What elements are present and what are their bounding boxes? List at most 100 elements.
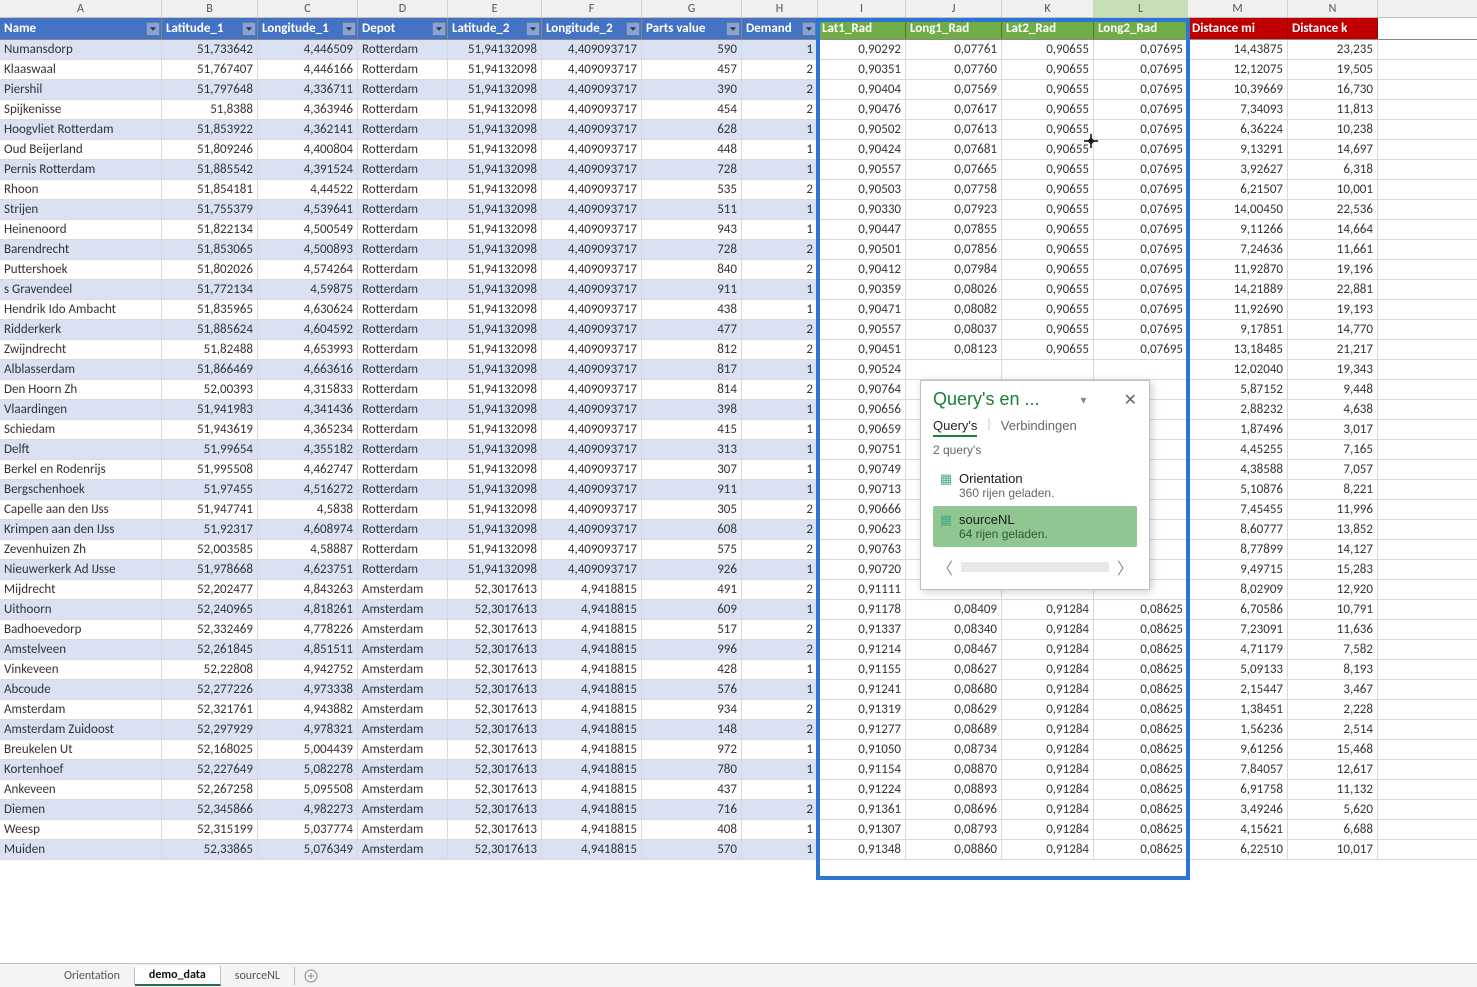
- cell[interactable]: 0,07695: [1094, 340, 1188, 359]
- cell[interactable]: Amsterdam: [358, 840, 448, 859]
- cell[interactable]: 457: [642, 60, 742, 79]
- table-row[interactable]: Abcoude52,2772264,973338Amsterdam52,3017…: [0, 680, 1477, 700]
- cell[interactable]: 9,49715: [1188, 560, 1288, 579]
- cell[interactable]: 0,07695: [1094, 120, 1188, 139]
- cell[interactable]: Schiedam: [0, 420, 162, 439]
- cell[interactable]: 0,07695: [1094, 220, 1188, 239]
- cell[interactable]: 51,94132098: [448, 560, 542, 579]
- cell[interactable]: 52,3017613: [448, 700, 542, 719]
- cell[interactable]: 51,853065: [162, 240, 258, 259]
- cell[interactable]: Strijen: [0, 200, 162, 219]
- col-letter-J[interactable]: J: [906, 0, 1002, 17]
- cell[interactable]: 4,9418815: [542, 800, 642, 819]
- cell[interactable]: 817: [642, 360, 742, 379]
- cell[interactable]: 491: [642, 580, 742, 599]
- cell[interactable]: 11,996: [1288, 500, 1378, 519]
- cell[interactable]: 51,866469: [162, 360, 258, 379]
- cell[interactable]: Rotterdam: [358, 220, 448, 239]
- cell[interactable]: Amsterdam: [358, 760, 448, 779]
- cell[interactable]: 4,409093717: [542, 160, 642, 179]
- cell[interactable]: 728: [642, 160, 742, 179]
- cell[interactable]: Rhoon: [0, 180, 162, 199]
- cell[interactable]: 51,941983: [162, 400, 258, 419]
- cell[interactable]: 840: [642, 260, 742, 279]
- cell[interactable]: 0,07855: [906, 220, 1002, 239]
- cell[interactable]: 0,07761: [906, 40, 1002, 59]
- cell[interactable]: 0,08625: [1094, 800, 1188, 819]
- cell[interactable]: 0,90655: [1002, 300, 1094, 319]
- cell[interactable]: 10,017: [1288, 840, 1378, 859]
- cell[interactable]: 0,91284: [1002, 720, 1094, 739]
- cell[interactable]: 0,90404: [818, 80, 906, 99]
- cell[interactable]: 52,315199: [162, 820, 258, 839]
- cell[interactable]: 5,87152: [1188, 380, 1288, 399]
- cell[interactable]: Amsterdam: [358, 820, 448, 839]
- cell[interactable]: 52,3017613: [448, 660, 542, 679]
- cell[interactable]: 0,91319: [818, 700, 906, 719]
- cell[interactable]: 1,56236: [1188, 720, 1288, 739]
- cell[interactable]: Rotterdam: [358, 500, 448, 519]
- cell[interactable]: 1: [742, 680, 818, 699]
- cell[interactable]: 0,07695: [1094, 200, 1188, 219]
- cell[interactable]: 0,91154: [818, 760, 906, 779]
- cell[interactable]: 4,409093717: [542, 400, 642, 419]
- cell[interactable]: 0,91155: [818, 660, 906, 679]
- cell[interactable]: 1: [742, 560, 818, 579]
- col-letter-E[interactable]: E: [448, 0, 542, 17]
- cell[interactable]: 51,947741: [162, 500, 258, 519]
- cell[interactable]: Amsterdam: [358, 680, 448, 699]
- cell[interactable]: 4,409093717: [542, 40, 642, 59]
- cell[interactable]: 0,08625: [1094, 820, 1188, 839]
- cell[interactable]: Amsterdam: [358, 720, 448, 739]
- cell[interactable]: 4,409093717: [542, 220, 642, 239]
- table-row[interactable]: s Gravendeel51,7721344,59875Rotterdam51,…: [0, 280, 1477, 300]
- table-row[interactable]: Ankeveen52,2672585,095508Amsterdam52,301…: [0, 780, 1477, 800]
- cell[interactable]: 438: [642, 300, 742, 319]
- cell[interactable]: 0,90655: [1002, 40, 1094, 59]
- cell[interactable]: 0,08625: [1094, 720, 1188, 739]
- cell[interactable]: 609: [642, 600, 742, 619]
- cell[interactable]: 0,07695: [1094, 60, 1188, 79]
- cell[interactable]: 51,94132098: [448, 180, 542, 199]
- cell[interactable]: 4,9418815: [542, 740, 642, 759]
- cell[interactable]: 0,08082: [906, 300, 1002, 319]
- cell[interactable]: 21,217: [1288, 340, 1378, 359]
- cell[interactable]: 0,90524: [818, 360, 906, 379]
- cell[interactable]: 1: [742, 840, 818, 859]
- close-icon[interactable]: ✕: [1124, 390, 1137, 410]
- filter-icon[interactable]: [802, 22, 816, 36]
- filter-icon[interactable]: [242, 22, 256, 36]
- cell[interactable]: 11,92690: [1188, 300, 1288, 319]
- cell[interactable]: 4,365234: [258, 420, 358, 439]
- col-letter-I[interactable]: I: [818, 0, 906, 17]
- table-row[interactable]: Hoogvliet Rotterdam51,8539224,362141Rott…: [0, 120, 1477, 140]
- cell[interactable]: 2,15447: [1188, 680, 1288, 699]
- cell[interactable]: Ridderkerk: [0, 320, 162, 339]
- cell[interactable]: 2: [742, 100, 818, 119]
- cell[interactable]: Amsterdam: [358, 740, 448, 759]
- cell[interactable]: 52,3017613: [448, 680, 542, 699]
- cell[interactable]: 4,9418815: [542, 600, 642, 619]
- cell[interactable]: 13,18485: [1188, 340, 1288, 359]
- cell[interactable]: 51,94132098: [448, 60, 542, 79]
- filter-icon[interactable]: [342, 22, 356, 36]
- cell[interactable]: 4,409093717: [542, 240, 642, 259]
- cell[interactable]: 2: [742, 720, 818, 739]
- cell[interactable]: 0,91284: [1002, 660, 1094, 679]
- cell[interactable]: Rotterdam: [358, 520, 448, 539]
- nav-track[interactable]: [961, 562, 1109, 572]
- cell[interactable]: 12,12075: [1188, 60, 1288, 79]
- cell[interactable]: 4,574264: [258, 260, 358, 279]
- cell[interactable]: 1: [742, 140, 818, 159]
- cell[interactable]: 4,409093717: [542, 480, 642, 499]
- cell[interactable]: 4,9418815: [542, 580, 642, 599]
- cell[interactable]: 10,791: [1288, 600, 1378, 619]
- cell[interactable]: 19,343: [1288, 360, 1378, 379]
- cell[interactable]: 0,91307: [818, 820, 906, 839]
- cell[interactable]: 0,07695: [1094, 100, 1188, 119]
- cell[interactable]: Rotterdam: [358, 120, 448, 139]
- cell[interactable]: 4,15621: [1188, 820, 1288, 839]
- cell[interactable]: 511: [642, 200, 742, 219]
- cell[interactable]: 415: [642, 420, 742, 439]
- cell[interactable]: Amsterdam: [358, 800, 448, 819]
